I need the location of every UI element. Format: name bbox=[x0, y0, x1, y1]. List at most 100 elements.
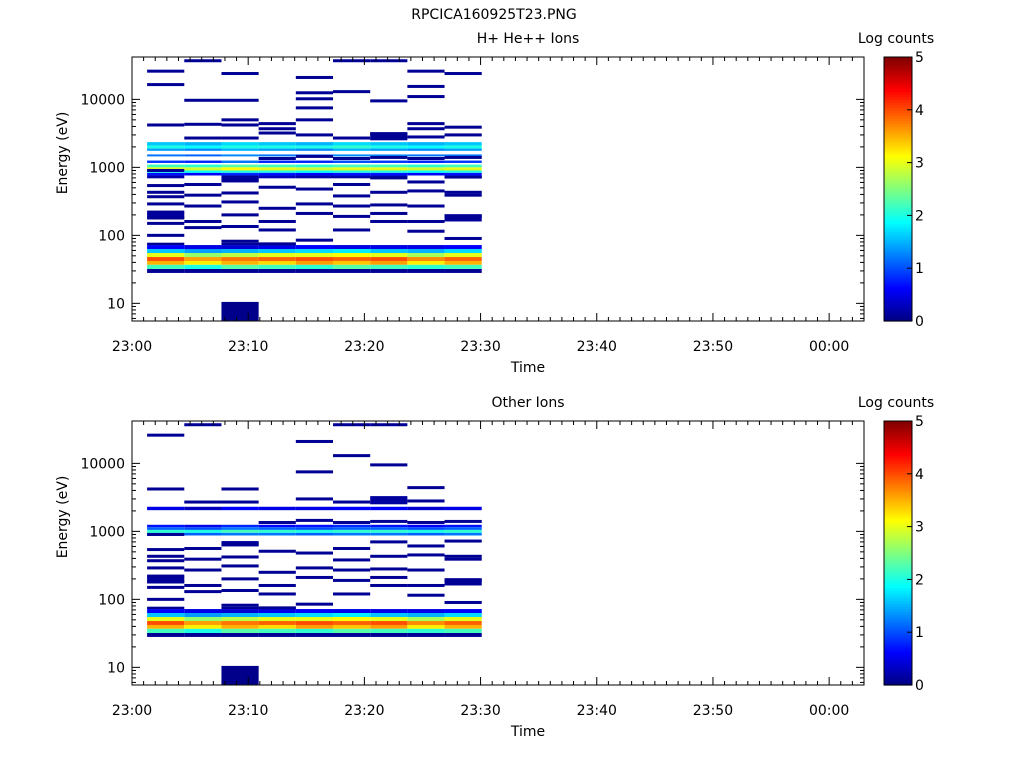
heatmap-cell bbox=[333, 264, 371, 270]
colorbar-segment bbox=[884, 547, 912, 551]
colorbar-segment bbox=[884, 494, 912, 499]
heatmap-mark bbox=[333, 194, 371, 198]
x-tick-label: 00:00 bbox=[809, 339, 849, 355]
plot-frame bbox=[131, 56, 865, 322]
heatmap-cell bbox=[295, 524, 334, 528]
heatmap-mark bbox=[444, 214, 482, 218]
x-tick-label: 23:00 bbox=[112, 339, 152, 355]
colorbar-segment bbox=[884, 289, 912, 293]
colorbar-segment bbox=[884, 109, 912, 114]
heatmap-cell bbox=[147, 242, 185, 246]
heatmap-mark bbox=[258, 606, 296, 610]
heatmap-mark bbox=[407, 84, 445, 88]
colorbar-segment bbox=[884, 284, 912, 288]
heatmap-mark bbox=[444, 190, 482, 194]
figure-title: RPCICA160925T23.PNG bbox=[411, 7, 576, 23]
heatmap-cell bbox=[221, 609, 259, 613]
heatmap-cell bbox=[370, 609, 408, 613]
colorbar-segment bbox=[884, 183, 912, 187]
colorbar-segment bbox=[884, 117, 912, 121]
colorbar-segment bbox=[884, 241, 912, 246]
colorbar-segment bbox=[884, 149, 912, 153]
heatmap-cell bbox=[333, 154, 371, 157]
heatmap-cell bbox=[221, 142, 259, 146]
colorbar-segment bbox=[884, 104, 912, 108]
heatmap-cell bbox=[184, 257, 222, 261]
heatmap-cell bbox=[370, 527, 408, 530]
heatmap-mark bbox=[295, 575, 334, 579]
heatmap-mark bbox=[407, 499, 445, 503]
heatmap-mark bbox=[444, 72, 482, 76]
colorbar-segment bbox=[884, 574, 912, 578]
colorbar-segment bbox=[884, 442, 912, 446]
heatmap-mark bbox=[147, 566, 185, 570]
colorbar-segment bbox=[884, 661, 912, 665]
colorbar-segment bbox=[884, 138, 912, 143]
heatmap-cell bbox=[295, 628, 334, 634]
heatmap-cell bbox=[258, 609, 296, 613]
heatmap-mark bbox=[258, 521, 296, 525]
heatmap-cell bbox=[370, 628, 408, 634]
heatmap-mark bbox=[370, 211, 408, 215]
heatmap-cell bbox=[407, 269, 445, 273]
heatmap-cell bbox=[221, 148, 259, 151]
colorbar-segment bbox=[884, 262, 912, 267]
heatmap-mark bbox=[258, 157, 296, 161]
heatmap-cell bbox=[407, 506, 445, 511]
colorbar-segment bbox=[884, 426, 912, 430]
colorbar-segment bbox=[884, 539, 912, 544]
colorbar-segment bbox=[884, 146, 912, 150]
heatmap-cell bbox=[444, 624, 482, 629]
heatmap-mark bbox=[370, 463, 408, 467]
colorbar-segment bbox=[884, 112, 912, 116]
heatmap-cell bbox=[184, 164, 222, 168]
colorbar-segment bbox=[884, 481, 912, 485]
heatmap-mark bbox=[258, 219, 296, 223]
heatmap-mark bbox=[333, 592, 371, 596]
heatmap-cell bbox=[147, 506, 185, 511]
colorbar-segment bbox=[884, 608, 912, 612]
plot-frame bbox=[131, 420, 865, 686]
heatmap-cell bbox=[295, 621, 334, 625]
heatmap-mark bbox=[370, 59, 408, 63]
heatmap-cell bbox=[258, 142, 296, 146]
colorbar-segment bbox=[884, 141, 912, 145]
colorbar-segment bbox=[884, 642, 912, 646]
colorbar-segment bbox=[884, 655, 912, 660]
colorbar-segment bbox=[884, 460, 912, 464]
colorbar-segment bbox=[884, 526, 912, 530]
heatmap-cell bbox=[258, 527, 296, 530]
heatmap-cell bbox=[147, 253, 185, 258]
colorbar-tick-label: 1 bbox=[915, 261, 924, 277]
colorbar-segment bbox=[884, 236, 912, 240]
x-axis-label: Time bbox=[510, 724, 545, 740]
heatmap-cell bbox=[295, 617, 334, 622]
heatmap-mark bbox=[221, 136, 259, 140]
heatmap-cell bbox=[333, 170, 371, 173]
colorbar-segment bbox=[884, 505, 912, 509]
heatmap-cell bbox=[184, 167, 222, 171]
heatmap-mark bbox=[333, 578, 371, 582]
colorbar-segment bbox=[884, 170, 912, 174]
heatmap-mark bbox=[258, 185, 296, 189]
colorbar-segment bbox=[884, 75, 912, 79]
heatmap-cell bbox=[221, 527, 259, 530]
heatmap-mark bbox=[147, 216, 185, 220]
colorbar-segment bbox=[884, 228, 912, 232]
heatmap-cell bbox=[295, 257, 334, 261]
heatmap-cell bbox=[221, 612, 259, 618]
heatmap-mark bbox=[295, 91, 334, 95]
colorbar-tick-label: 5 bbox=[915, 50, 924, 66]
heatmap-cell bbox=[221, 606, 259, 610]
colorbar-segment bbox=[884, 313, 912, 317]
colorbar-segment bbox=[884, 455, 912, 459]
colorbar-segment bbox=[884, 162, 912, 166]
heatmap-mark bbox=[221, 200, 259, 204]
heatmap-block bbox=[370, 496, 408, 505]
colorbar-tick-label: 2 bbox=[915, 572, 924, 588]
colorbar-segment bbox=[884, 669, 912, 673]
colorbar-tick-label: 3 bbox=[915, 520, 924, 536]
colorbar-segment bbox=[884, 648, 912, 652]
heatmap-mark bbox=[147, 168, 185, 172]
colorbar-segment bbox=[884, 431, 912, 435]
